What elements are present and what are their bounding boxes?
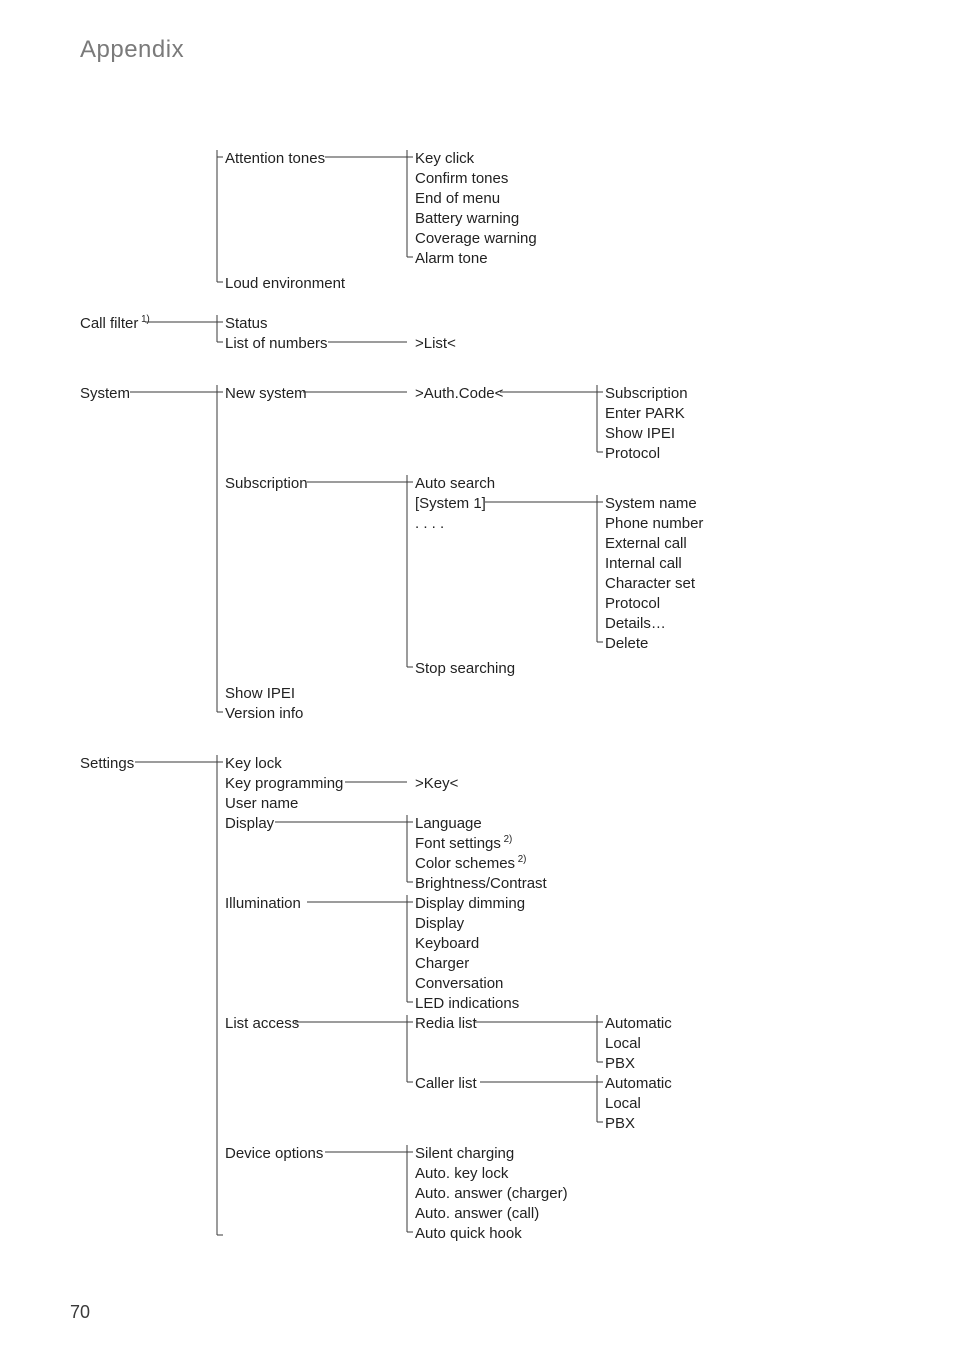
details: Details… bbox=[605, 615, 666, 632]
automatic-b: Automatic bbox=[605, 1075, 672, 1092]
enter-park: Enter PARK bbox=[605, 405, 685, 422]
display-dimming: Display dimming bbox=[415, 895, 525, 912]
pbx-a: PBX bbox=[605, 1055, 635, 1072]
subscription-2: Subscription bbox=[225, 475, 308, 492]
call-filter: Call filter 1) bbox=[80, 315, 150, 332]
user-name: User name bbox=[225, 795, 298, 812]
delete: Delete bbox=[605, 635, 648, 652]
protocol-4b: Protocol bbox=[605, 595, 660, 612]
illumination: Illumination bbox=[225, 895, 301, 912]
auto-key-lock: Auto. key lock bbox=[415, 1165, 508, 1182]
subscription-4: Subscription bbox=[605, 385, 688, 402]
local-a: Local bbox=[605, 1035, 641, 1052]
silent-charging: Silent charging bbox=[415, 1145, 514, 1162]
end-of-menu: End of menu bbox=[415, 190, 500, 207]
page-number: 70 bbox=[70, 1302, 90, 1323]
page-heading: Appendix bbox=[80, 36, 184, 64]
font-settings: Font settings 2) bbox=[415, 835, 512, 852]
display-2: Display bbox=[225, 815, 274, 832]
coverage-warning: Coverage warning bbox=[415, 230, 537, 247]
redia-list: Redia list bbox=[415, 1015, 477, 1032]
auto-answer-call: Auto. answer (call) bbox=[415, 1205, 539, 1222]
auth-code: >Auth.Code< bbox=[415, 385, 503, 402]
key-lock: Key lock bbox=[225, 755, 282, 772]
dots: . . . . bbox=[415, 515, 444, 532]
pbx-b: PBX bbox=[605, 1115, 635, 1132]
character-set: Character set bbox=[605, 575, 695, 592]
auto-search: Auto search bbox=[415, 475, 495, 492]
device-options: Device options bbox=[225, 1145, 323, 1162]
caller-list: Caller list bbox=[415, 1075, 477, 1092]
key-programming: Key programming bbox=[225, 775, 343, 792]
confirm-tones: Confirm tones bbox=[415, 170, 508, 187]
local-b: Local bbox=[605, 1095, 641, 1112]
language: Language bbox=[415, 815, 482, 832]
list-of-numbers: List of numbers bbox=[225, 335, 328, 352]
led-indications: LED indications bbox=[415, 995, 519, 1012]
charger: Charger bbox=[415, 955, 469, 972]
version-info: Version info bbox=[225, 705, 303, 722]
list-lt: >List< bbox=[415, 335, 456, 352]
conversation: Conversation bbox=[415, 975, 503, 992]
status: Status bbox=[225, 315, 268, 332]
external-call: External call bbox=[605, 535, 687, 552]
show-ipei-4: Show IPEI bbox=[605, 425, 675, 442]
alarm-tone: Alarm tone bbox=[415, 250, 488, 267]
new-system: New system bbox=[225, 385, 307, 402]
battery-warning: Battery warning bbox=[415, 210, 519, 227]
stop-searching: Stop searching bbox=[415, 660, 515, 677]
attention-tones: Attention tones bbox=[225, 150, 325, 167]
automatic-a: Automatic bbox=[605, 1015, 672, 1032]
protocol-4a: Protocol bbox=[605, 445, 660, 462]
loud-env: Loud environment bbox=[225, 275, 345, 292]
keyboard: Keyboard bbox=[415, 935, 479, 952]
color-schemes: Color schemes 2) bbox=[415, 855, 526, 872]
show-ipei-2: Show IPEI bbox=[225, 685, 295, 702]
system1: [System 1] bbox=[415, 495, 486, 512]
key-lt: >Key< bbox=[415, 775, 458, 792]
brightness-contrast: Brightness/Contrast bbox=[415, 875, 547, 892]
system: System bbox=[80, 385, 130, 402]
page: Appendix 70 Attention tones Loud environm… bbox=[0, 0, 954, 1354]
auto-quick-hook: Auto quick hook bbox=[415, 1225, 522, 1242]
display-3: Display bbox=[415, 915, 464, 932]
auto-answer-charger: Auto. answer (charger) bbox=[415, 1185, 568, 1202]
list-access: List access bbox=[225, 1015, 299, 1032]
internal-call: Internal call bbox=[605, 555, 682, 572]
key-click: Key click bbox=[415, 150, 474, 167]
system-name: System name bbox=[605, 495, 697, 512]
phone-number: Phone number bbox=[605, 515, 703, 532]
settings: Settings bbox=[80, 755, 134, 772]
